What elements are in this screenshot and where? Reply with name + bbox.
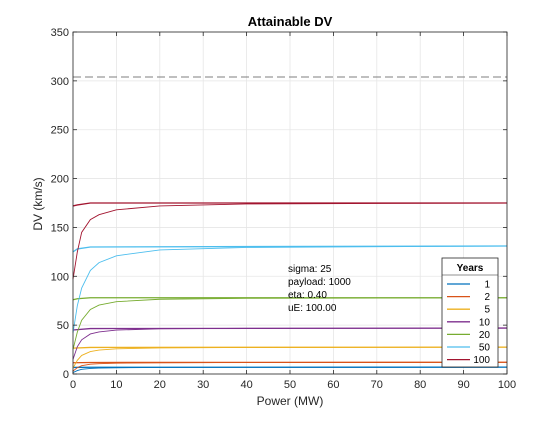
x-tick-label: 50 (284, 379, 296, 391)
chart-title: Attainable DV (248, 14, 333, 29)
x-tick-label: 40 (240, 379, 252, 391)
x-tick-label: 70 (371, 379, 383, 391)
y-tick-label: 200 (51, 174, 69, 186)
x-axis-label: Power (MW) (257, 394, 324, 408)
x-tick-label: 0 (70, 379, 76, 391)
legend-title: Years (457, 263, 484, 274)
y-tick-label: 350 (51, 27, 69, 39)
y-axis-label: DV (km/s) (31, 177, 45, 230)
x-tick-label: 60 (327, 379, 339, 391)
x-tick-label: 100 (498, 379, 516, 391)
x-tick-label: 20 (154, 379, 166, 391)
y-tick-label: 250 (51, 125, 69, 137)
x-tick-label: 90 (457, 379, 469, 391)
annotation-line: uE: 100.00 (288, 303, 337, 314)
annotation-line: payload: 1000 (288, 277, 351, 288)
x-tick-label: 80 (414, 379, 426, 391)
legend-label: 1 (484, 280, 490, 291)
y-tick-label: 50 (57, 320, 69, 332)
x-tick-label: 30 (197, 379, 209, 391)
y-tick-label: 150 (51, 222, 69, 234)
legend-label: 5 (484, 305, 490, 316)
legend-label: 50 (479, 343, 491, 354)
x-tick-label: 10 (110, 379, 122, 391)
y-tick-label: 0 (63, 369, 69, 381)
legend-label: 10 (479, 317, 491, 328)
y-tick-label: 100 (51, 271, 69, 283)
annotation-line: eta: 0.40 (288, 290, 327, 301)
legend-label: 2 (484, 292, 490, 303)
annotation-line: sigma: 25 (288, 264, 332, 275)
legend-label: 100 (473, 355, 490, 366)
y-tick-label: 300 (51, 76, 69, 88)
legend-label: 20 (479, 330, 491, 341)
